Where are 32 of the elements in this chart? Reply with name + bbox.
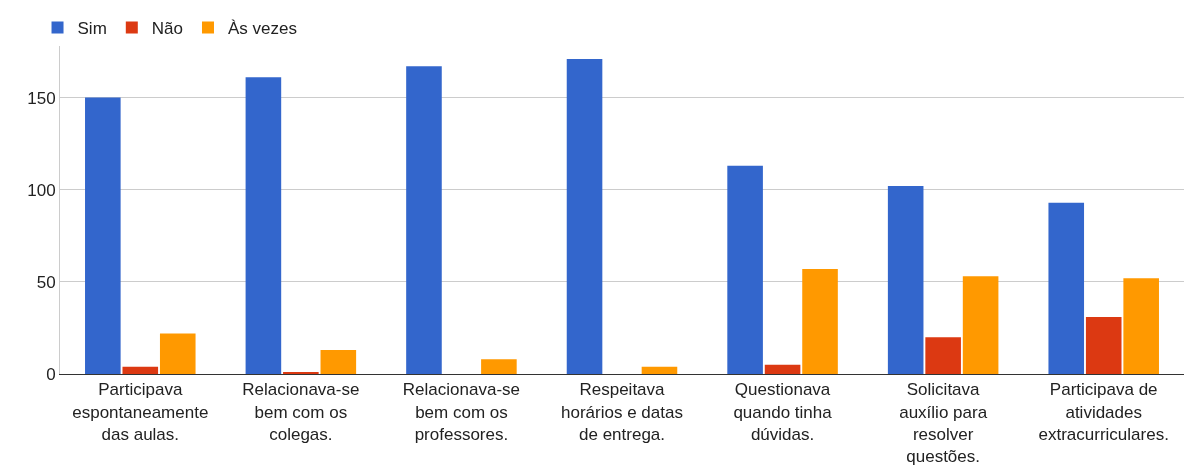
x-tick-label: Participava de atividades extracurriculares. bbox=[1038, 380, 1169, 444]
x-tick-label: Solicitava auxílio para resolver questões. bbox=[899, 380, 988, 466]
bar bbox=[122, 366, 159, 374]
bar bbox=[764, 364, 801, 374]
y-tick-label: 100 bbox=[27, 180, 56, 200]
y-tick-label: 0 bbox=[46, 364, 56, 384]
bar bbox=[727, 165, 763, 374]
bar bbox=[406, 66, 442, 374]
x-tick-label: Relacionava-se bem com os professores. bbox=[402, 380, 521, 444]
bar bbox=[641, 366, 678, 374]
bar bbox=[962, 276, 999, 374]
bar bbox=[925, 337, 961, 374]
x-tick-label: Participava espontaneamente das aulas. bbox=[72, 380, 209, 444]
legend-label: Não bbox=[151, 19, 183, 39]
bar bbox=[481, 359, 517, 374]
bar bbox=[159, 333, 196, 374]
y-tick-label: 150 bbox=[27, 88, 56, 108]
legend-label: Sim bbox=[77, 19, 107, 39]
bar bbox=[245, 77, 282, 374]
bar bbox=[320, 350, 357, 374]
bar bbox=[1123, 278, 1159, 374]
bar bbox=[566, 58, 603, 374]
x-tick-label: Respeitava horários e datas de entrega. bbox=[561, 380, 683, 444]
bar bbox=[802, 268, 838, 374]
legend-label: Às vezes bbox=[227, 19, 297, 39]
x-tick-label: Relacionava-se bem com os colegas. bbox=[242, 380, 360, 444]
x-tick-label: Questionava quando tinha dúvidas. bbox=[733, 380, 833, 444]
bar bbox=[85, 97, 121, 374]
bar bbox=[887, 186, 924, 374]
y-tick-label: 50 bbox=[36, 272, 56, 292]
bar bbox=[1085, 316, 1122, 374]
bar bbox=[1048, 202, 1085, 374]
